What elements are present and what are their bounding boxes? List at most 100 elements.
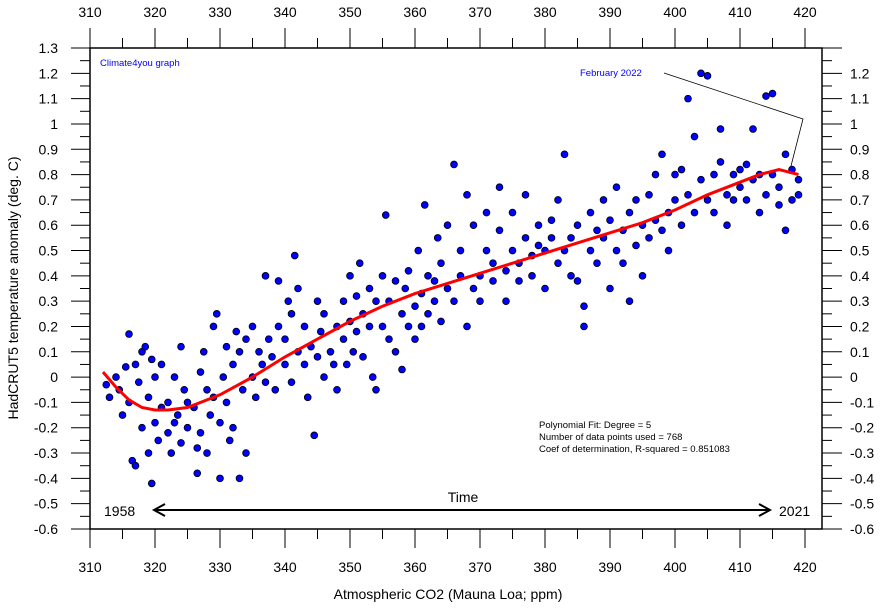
data-point (547, 216, 556, 224)
x-tick-label-bottom: 330 (208, 559, 232, 575)
data-point (521, 191, 530, 199)
data-point (417, 322, 426, 331)
data-point (141, 342, 150, 351)
data-point (502, 297, 510, 305)
data-point (420, 201, 429, 209)
data-point (261, 378, 270, 386)
data-point (430, 277, 439, 285)
data-point (625, 208, 634, 217)
y-tick-label-left: -0.2 (34, 420, 58, 436)
data-point (349, 347, 358, 356)
data-point (229, 360, 237, 369)
data-point (112, 373, 120, 381)
data-point (255, 347, 263, 356)
data-point (398, 310, 406, 318)
data-point (658, 226, 666, 235)
data-point (671, 170, 679, 179)
data-point (593, 226, 601, 235)
data-point (482, 208, 491, 217)
data-point (258, 360, 267, 369)
data-point (411, 302, 419, 311)
fit-text-2: Number of data points used = 768 (539, 432, 682, 443)
data-point (183, 423, 192, 432)
data-point (222, 342, 231, 351)
data-point (193, 469, 202, 478)
data-point (398, 365, 406, 374)
x-tick-label-top: 360 (403, 4, 427, 20)
x-tick-label-bottom: 310 (78, 559, 102, 575)
data-point (586, 246, 595, 255)
data-point (645, 234, 653, 242)
data-point (788, 196, 796, 204)
data-point (329, 360, 338, 369)
data-point (736, 165, 744, 174)
data-point (300, 360, 309, 369)
data-point (482, 246, 491, 255)
data-point (697, 69, 705, 78)
y-tick-label-left: 1 (50, 116, 58, 132)
y-tick-label-right: -0.6 (850, 521, 874, 537)
data-point (203, 449, 211, 457)
x-tick-label-bottom: 350 (338, 559, 362, 575)
y-tick-label-left: 0.2 (39, 318, 59, 334)
data-point (206, 411, 215, 419)
x-tick-label-top: 420 (793, 4, 817, 20)
data-point (443, 221, 452, 230)
data-point (781, 150, 790, 159)
data-point (710, 170, 718, 179)
data-point (167, 449, 176, 457)
y-tick-label-right: 1.2 (850, 65, 870, 81)
data-point (251, 393, 260, 402)
fit-text-1: Polynomial Fit: Degree = 5 (539, 420, 651, 431)
data-point (180, 385, 189, 394)
x-tick-label-top: 380 (533, 4, 557, 20)
data-point (469, 284, 478, 293)
data-point (430, 297, 439, 305)
data-point (593, 259, 601, 267)
y-tick-label-left: 0.9 (39, 141, 59, 157)
y-tick-label-right: 0.5 (850, 243, 870, 259)
data-point (554, 196, 562, 204)
data-point (411, 335, 419, 343)
data-point (781, 226, 790, 235)
x-tick-label-bottom: 320 (143, 559, 167, 575)
data-point (762, 191, 770, 199)
data-point (131, 360, 140, 369)
data-point (372, 297, 380, 305)
data-point (684, 191, 692, 199)
time-arrow-head-right (758, 503, 773, 517)
x-axis-label: Atmospheric CO2 (Mauna Loa; ppm) (334, 586, 563, 602)
time-start-label: 1958 (104, 503, 135, 519)
data-point (742, 160, 751, 169)
data-point (502, 266, 510, 275)
x-tick-label-top: 340 (273, 4, 297, 20)
data-point (339, 335, 348, 343)
data-point (401, 284, 410, 293)
data-point (424, 310, 432, 318)
y-tick-label-left: -0.6 (34, 521, 58, 537)
data-point (606, 284, 614, 293)
data-point (794, 191, 803, 199)
data-point (729, 196, 738, 204)
data-point (164, 428, 172, 437)
data-point (365, 322, 374, 331)
data-point (638, 272, 647, 280)
x-tick-label-top: 320 (143, 4, 167, 20)
data-point (690, 132, 699, 141)
data-point (729, 170, 738, 179)
data-point (268, 353, 276, 361)
data-point (414, 246, 423, 255)
data-point (372, 385, 380, 394)
data-point (723, 221, 731, 230)
y-tick-label-right: 0.7 (850, 192, 870, 208)
data-point (154, 436, 163, 445)
data-point (391, 277, 400, 285)
data-point (339, 297, 348, 305)
y-tick-label-left: 0 (50, 369, 58, 385)
data-point (216, 474, 224, 483)
y-tick-label-right: 0 (850, 369, 858, 385)
data-point (586, 208, 595, 217)
data-point (450, 160, 458, 169)
data-point (222, 398, 231, 407)
annotation-label: February 2022 (580, 68, 642, 79)
